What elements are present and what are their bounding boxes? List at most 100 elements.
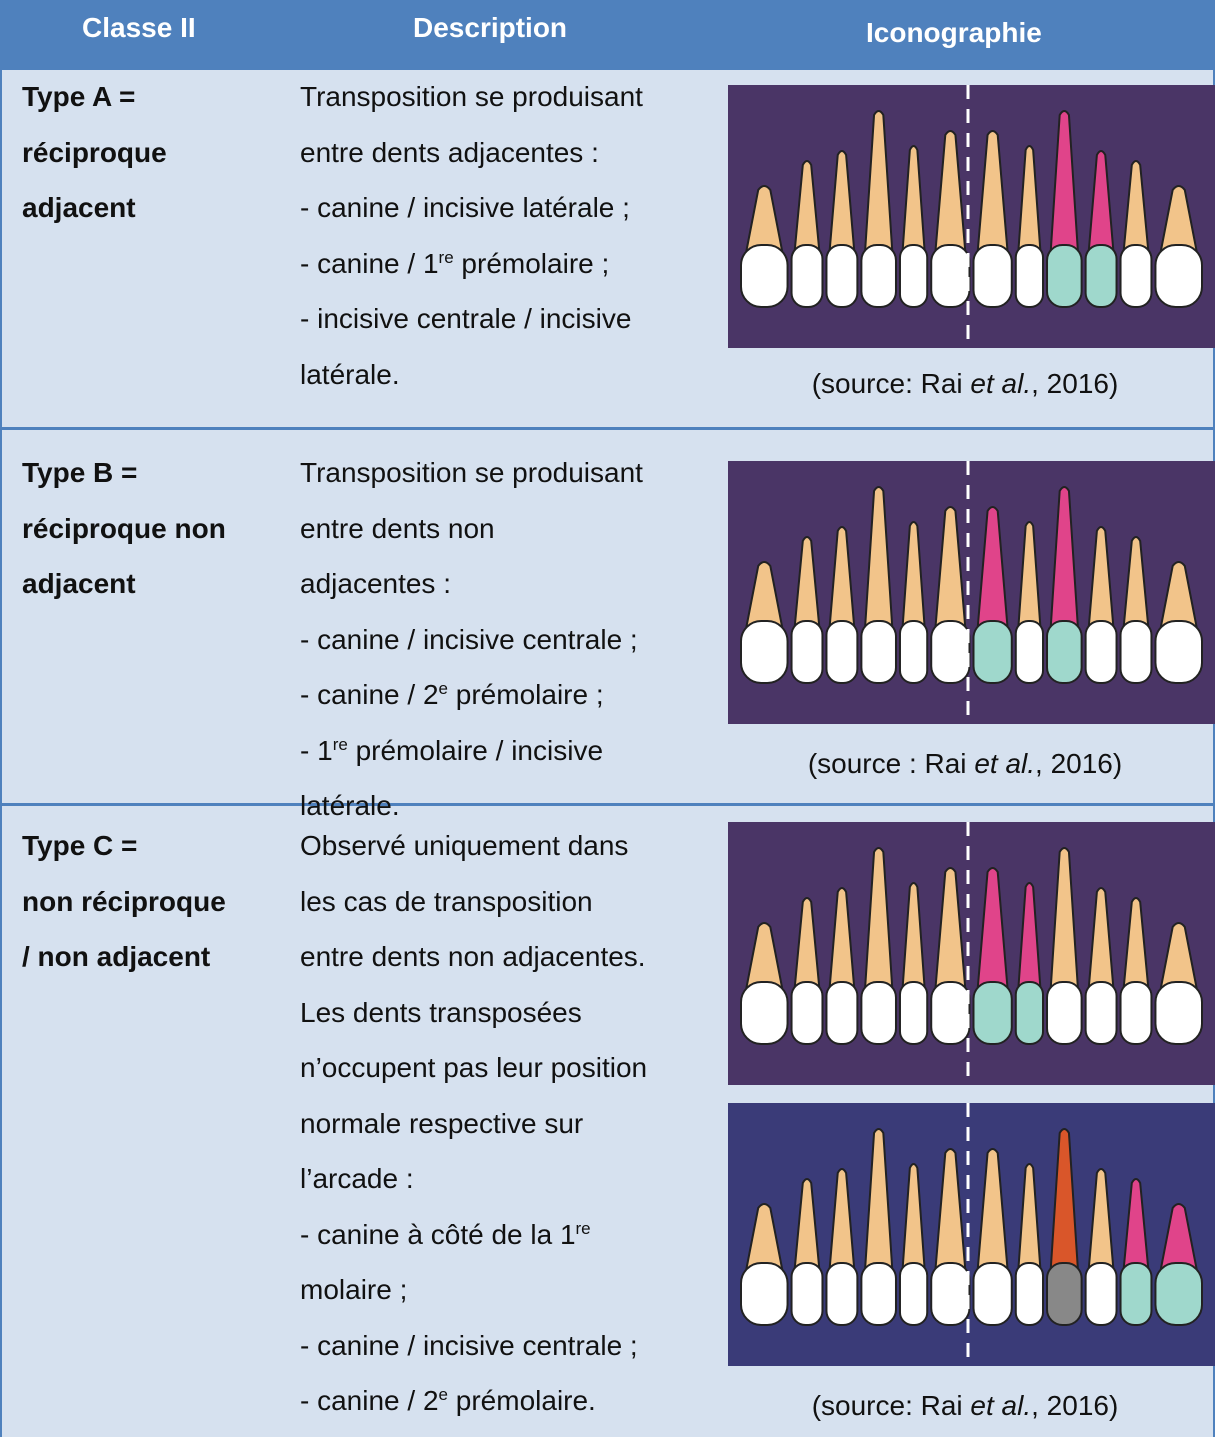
text-span: entre dents non xyxy=(300,513,495,544)
text-span: - canine à côté de la 1 xyxy=(300,1219,576,1250)
tooth-part xyxy=(1016,621,1043,683)
tooth-part xyxy=(974,982,1012,1044)
description-line: entre dents non adjacentes. xyxy=(300,940,646,974)
text-span: non réciproque xyxy=(22,886,226,917)
row-border xyxy=(0,803,1215,806)
tooth-part xyxy=(1121,1263,1152,1325)
type-label: Type C = xyxy=(22,829,137,863)
tooth-part xyxy=(741,982,788,1044)
tooth-part xyxy=(792,982,823,1044)
tooth-part xyxy=(1155,621,1202,683)
text-span: n’occupent pas leur position xyxy=(300,1052,647,1083)
text-span: latérale. xyxy=(300,790,400,821)
tooth-part xyxy=(826,621,857,683)
description-line: - canine / incisive latérale ; xyxy=(300,191,630,225)
text-span: et al. xyxy=(970,1390,1031,1421)
text-span: Transposition se produisant xyxy=(300,81,643,112)
description-line: n’occupent pas leur position xyxy=(300,1051,647,1085)
description-line: Les dents transposées xyxy=(300,996,582,1030)
table: Classe II Description Iconographie Type … xyxy=(0,0,1215,1437)
description-line: - canine à côté de la 1re xyxy=(300,1218,591,1252)
table-border xyxy=(0,0,2,1437)
text-span: les cas de transposition xyxy=(300,886,593,917)
type-label: réciproque non xyxy=(22,512,226,546)
text-span: - canine / incisive centrale ; xyxy=(300,1330,638,1361)
source-caption: (source: Rai et al., 2016) xyxy=(715,1390,1215,1422)
text-span: prémolaire ; xyxy=(454,248,610,279)
text-span: Observé uniquement dans xyxy=(300,830,628,861)
text-span: , 2016) xyxy=(1031,368,1118,399)
header-row: Classe II Description Iconographie xyxy=(0,0,1215,70)
tooth-part xyxy=(1016,245,1043,307)
text-span: (source: Rai xyxy=(812,368,971,399)
teeth-illustration xyxy=(728,461,1215,724)
text-span: e xyxy=(439,1385,448,1404)
text-span: latérale. xyxy=(300,359,400,390)
description-line: - incisive centrale / incisive xyxy=(300,302,631,336)
tooth-part xyxy=(1047,245,1082,307)
text-span: - canine / 2 xyxy=(300,679,439,710)
header-cell: Classe II xyxy=(82,12,196,44)
tooth-part xyxy=(1016,1263,1043,1325)
header-cell: Iconographie xyxy=(866,17,1042,49)
text-span: (source : Rai xyxy=(808,748,975,779)
text-span: - canine / 2 xyxy=(300,1385,439,1416)
tooth-part xyxy=(861,1263,896,1325)
description-line: entre dents non xyxy=(300,512,495,546)
text-span: e xyxy=(439,679,448,698)
tooth-part xyxy=(900,621,927,683)
text-span: , 2016) xyxy=(1031,1390,1118,1421)
text-span: / non adjacent xyxy=(22,941,210,972)
text-span: et al. xyxy=(970,368,1031,399)
tooth-part xyxy=(826,982,857,1044)
tooth-part xyxy=(741,245,788,307)
type-label: / non adjacent xyxy=(22,940,210,974)
tooth-part xyxy=(931,245,969,307)
text-span: - 1 xyxy=(300,735,333,766)
type-label: adjacent xyxy=(22,191,136,225)
text-span: (source: Rai xyxy=(812,1390,971,1421)
tooth-part xyxy=(1047,621,1082,683)
text-span: entre dents non adjacentes. xyxy=(300,941,646,972)
type-label: adjacent xyxy=(22,567,136,601)
description-line: - canine / incisive centrale ; xyxy=(300,623,638,657)
text-span: prémolaire. xyxy=(448,1385,596,1416)
tooth-part xyxy=(974,621,1012,683)
type-label: Type B = xyxy=(22,456,137,490)
description-line: Observé uniquement dans xyxy=(300,829,628,863)
tooth-part xyxy=(826,1263,857,1325)
tooth-part xyxy=(861,621,896,683)
tooth-part xyxy=(931,982,969,1044)
description-line: normale respective sur xyxy=(300,1107,583,1141)
type-label: non réciproque xyxy=(22,885,226,919)
text-span: réciproque non xyxy=(22,513,226,544)
text-span: - canine / incisive latérale ; xyxy=(300,192,630,223)
text-span: adjacent xyxy=(22,192,136,223)
description-line: adjacentes : xyxy=(300,567,451,601)
tooth-part xyxy=(1155,245,1202,307)
tooth-part xyxy=(1086,245,1117,307)
text-span: prémolaire / incisive xyxy=(348,735,603,766)
row-border xyxy=(0,427,1215,430)
tooth-part xyxy=(741,621,788,683)
source-caption: (source: Rai et al., 2016) xyxy=(715,368,1215,400)
teeth-illustration xyxy=(728,822,1215,1085)
tooth-part xyxy=(1086,982,1117,1044)
text-span: réciproque xyxy=(22,137,167,168)
tooth-part xyxy=(974,245,1012,307)
tooth-part xyxy=(931,621,969,683)
text-span: adjacent xyxy=(22,568,136,599)
tooth-part xyxy=(931,1263,969,1325)
source-caption: (source : Rai et al., 2016) xyxy=(715,748,1215,780)
description-line: entre dents adjacentes : xyxy=(300,136,599,170)
text-span: normale respective sur xyxy=(300,1108,583,1139)
text-span: Type B = xyxy=(22,457,137,488)
tooth-part xyxy=(1155,1263,1202,1325)
tooth-part xyxy=(792,245,823,307)
teeth-illustration xyxy=(728,85,1215,348)
description-line: - canine / 2e prémolaire ; xyxy=(300,678,604,712)
text-span: l’arcade : xyxy=(300,1163,414,1194)
description-line: - canine / incisive centrale ; xyxy=(300,1329,638,1363)
description-line: Transposition se produisant xyxy=(300,80,643,114)
description-line: Transposition se produisant xyxy=(300,456,643,490)
